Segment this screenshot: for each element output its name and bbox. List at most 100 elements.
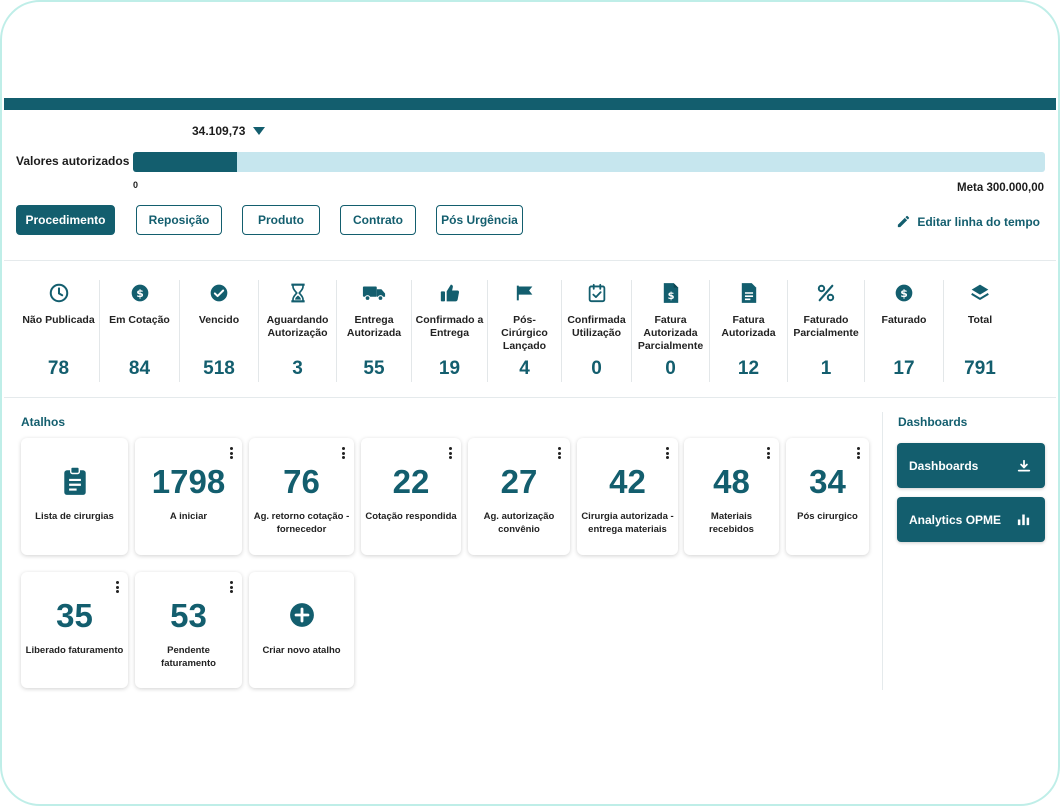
shortcut-pos-cirurgico[interactable]: 34 Pós cirurgico xyxy=(786,438,869,555)
shortcut-a-iniciar[interactable]: 1798 A iniciar xyxy=(135,438,242,555)
shortcuts-title: Atalhos xyxy=(21,415,66,429)
more-options-icon[interactable] xyxy=(766,447,770,459)
stat-label: Pós-Cirúrgico Lançado xyxy=(501,314,548,352)
shortcut-count: 27 xyxy=(500,463,538,500)
shortcut-label: Pendente faturamento xyxy=(161,645,216,669)
stat-total[interactable]: Total 791 xyxy=(944,280,1016,382)
more-options-icon[interactable] xyxy=(665,447,669,459)
shortcut-label: Materiais recebidos xyxy=(709,511,754,535)
dashboards-button-label: Dashboards xyxy=(909,458,979,473)
plus-circle-icon xyxy=(289,603,314,627)
stat-value: 518 xyxy=(203,358,235,379)
caret-down-icon xyxy=(253,127,266,135)
stat-value: 19 xyxy=(438,358,461,379)
stat-value: 3 xyxy=(292,358,303,379)
shortcut-ag-retorno-cotacao[interactable]: 76 Ag. retorno cotação - fornecedor xyxy=(249,438,354,555)
more-options-icon[interactable] xyxy=(856,447,860,459)
stat-value: 1 xyxy=(820,358,832,379)
download-icon xyxy=(1017,459,1031,472)
progress-min-label: 0 xyxy=(133,180,139,190)
shortcut-label: Liberado faturamento xyxy=(25,645,124,656)
stat-faturado-parcialmente[interactable]: Faturado Parcialmente 1 xyxy=(788,280,865,382)
more-options-icon[interactable] xyxy=(229,447,233,459)
stat-confirmada-utilizacao[interactable]: Confirmada Utilização 0 xyxy=(562,280,632,382)
shortcut-count: 22 xyxy=(392,463,430,500)
progress-current-value-text: 34.109,73 xyxy=(192,124,246,138)
progress-goal-label: Meta 300.000,00 xyxy=(957,182,1044,194)
shortcut-criar-novo-atalho[interactable]: Criar novo atalho xyxy=(249,572,354,688)
edit-timeline-link[interactable]: Editar linha do tempo xyxy=(896,214,1040,229)
layers-icon xyxy=(971,284,989,300)
more-options-icon[interactable] xyxy=(115,581,119,593)
vertical-divider xyxy=(882,412,883,690)
stat-em-cotacao[interactable]: $ Em Cotação 84 xyxy=(100,280,180,382)
tab-reposicao[interactable]: Reposição xyxy=(136,205,222,235)
more-options-icon[interactable] xyxy=(229,581,233,593)
check-circle-icon xyxy=(210,284,228,302)
progress-bar xyxy=(133,152,1045,172)
stat-value: 0 xyxy=(591,358,602,379)
stat-label: Confirmada Utilização xyxy=(567,314,626,339)
more-options-icon[interactable] xyxy=(341,447,345,459)
progress-label: Valores autorizados xyxy=(16,154,130,168)
stat-aguardando-autorizacao[interactable]: Aguardando Autorização 3 xyxy=(259,280,337,382)
stat-value: 78 xyxy=(47,358,70,379)
shortcut-cirurgia-autorizada[interactable]: 42 Cirurgia autorizada - entrega materia… xyxy=(577,438,678,555)
stat-entrega-autorizada[interactable]: Entrega Autorizada 55 xyxy=(337,280,412,382)
edit-timeline-label: Editar linha do tempo xyxy=(917,214,1040,229)
stat-fatura-autorizada[interactable]: Fatura Autorizada 12 xyxy=(710,280,788,382)
shortcut-label: A iniciar xyxy=(169,511,208,522)
shortcut-count: 76 xyxy=(283,463,320,500)
stat-label: Fatura Autorizada xyxy=(721,314,776,339)
stat-faturado[interactable]: $ Faturado 17 xyxy=(865,280,944,382)
stat-nao-publicada[interactable]: Não Publicada 78 xyxy=(18,280,100,382)
stat-confirmado-entrega[interactable]: Confirmado a Entrega 19 xyxy=(412,280,488,382)
shortcut-liberado-faturamento[interactable]: 35 Liberado faturamento xyxy=(21,572,128,688)
analytics-opme-button[interactable]: Analytics OPME xyxy=(897,497,1045,542)
dashboards-button[interactable]: Dashboards xyxy=(897,443,1045,488)
progress-bar-fill xyxy=(133,152,237,172)
truck-icon xyxy=(362,286,386,302)
shortcut-label: Cirurgia autorizada - entrega materiais xyxy=(581,511,674,535)
svg-text:$: $ xyxy=(136,287,144,300)
stat-value: 12 xyxy=(737,358,760,379)
dollar-circle-icon: $ xyxy=(895,284,913,302)
stat-value: 0 xyxy=(665,358,676,379)
stat-label: Fatura Autorizada Parcialmente xyxy=(637,314,704,352)
stat-fatura-autorizada-parcialmente[interactable]: $ Fatura Autorizada Parcialmente 0 xyxy=(632,280,710,382)
stat-label: Aguardando Autorização xyxy=(266,314,329,339)
progress-current-value[interactable]: 34.109,73 xyxy=(192,124,266,138)
shortcut-label: Pós cirurgico xyxy=(797,511,858,522)
stat-vencido[interactable]: Vencido 518 xyxy=(180,280,259,382)
shortcut-lista-cirurgias[interactable]: Lista de cirurgias xyxy=(21,438,128,555)
category-tabs: Procedimento Reposição Produto Contrato … xyxy=(16,205,523,235)
calendar-check-icon xyxy=(588,283,605,303)
svg-text:$: $ xyxy=(667,291,674,302)
more-options-icon[interactable] xyxy=(557,447,561,459)
svg-text:$: $ xyxy=(900,287,908,300)
flag-icon xyxy=(516,285,532,301)
shortcut-pendente-faturamento[interactable]: 53 Pendente faturamento xyxy=(135,572,242,688)
stat-value: 4 xyxy=(519,358,530,379)
stat-label: Faturado xyxy=(881,314,927,326)
stat-value: 84 xyxy=(128,358,151,379)
stat-pos-cirurgico-lancado[interactable]: Pós-Cirúrgico Lançado 4 xyxy=(488,280,562,382)
stat-value: 17 xyxy=(893,358,915,379)
tab-pos-urgencia[interactable]: Pós Urgência xyxy=(436,205,523,235)
pencil-icon xyxy=(898,215,910,228)
stat-label: Total xyxy=(967,314,993,326)
tab-contrato[interactable]: Contrato xyxy=(340,205,416,235)
stat-label: Não Publicada xyxy=(22,314,95,326)
divider xyxy=(4,397,1056,398)
stat-label: Entrega Autorizada xyxy=(346,314,402,339)
shortcut-ag-autorizacao-convenio[interactable]: 27 Ag. autorização convênio xyxy=(468,438,570,555)
shortcut-cotacao-respondida[interactable]: 22 Cotação respondida xyxy=(361,438,461,555)
tab-procedimento[interactable]: Procedimento xyxy=(16,205,115,235)
shortcut-label: Cotação respondida xyxy=(365,511,457,522)
more-options-icon[interactable] xyxy=(448,447,452,459)
stat-value: 791 xyxy=(964,358,996,379)
shortcut-materiais-recebidos[interactable]: 48 Materiais recebidos xyxy=(684,438,779,555)
shortcut-count: 1798 xyxy=(151,463,226,500)
tab-produto[interactable]: Produto xyxy=(242,205,320,235)
